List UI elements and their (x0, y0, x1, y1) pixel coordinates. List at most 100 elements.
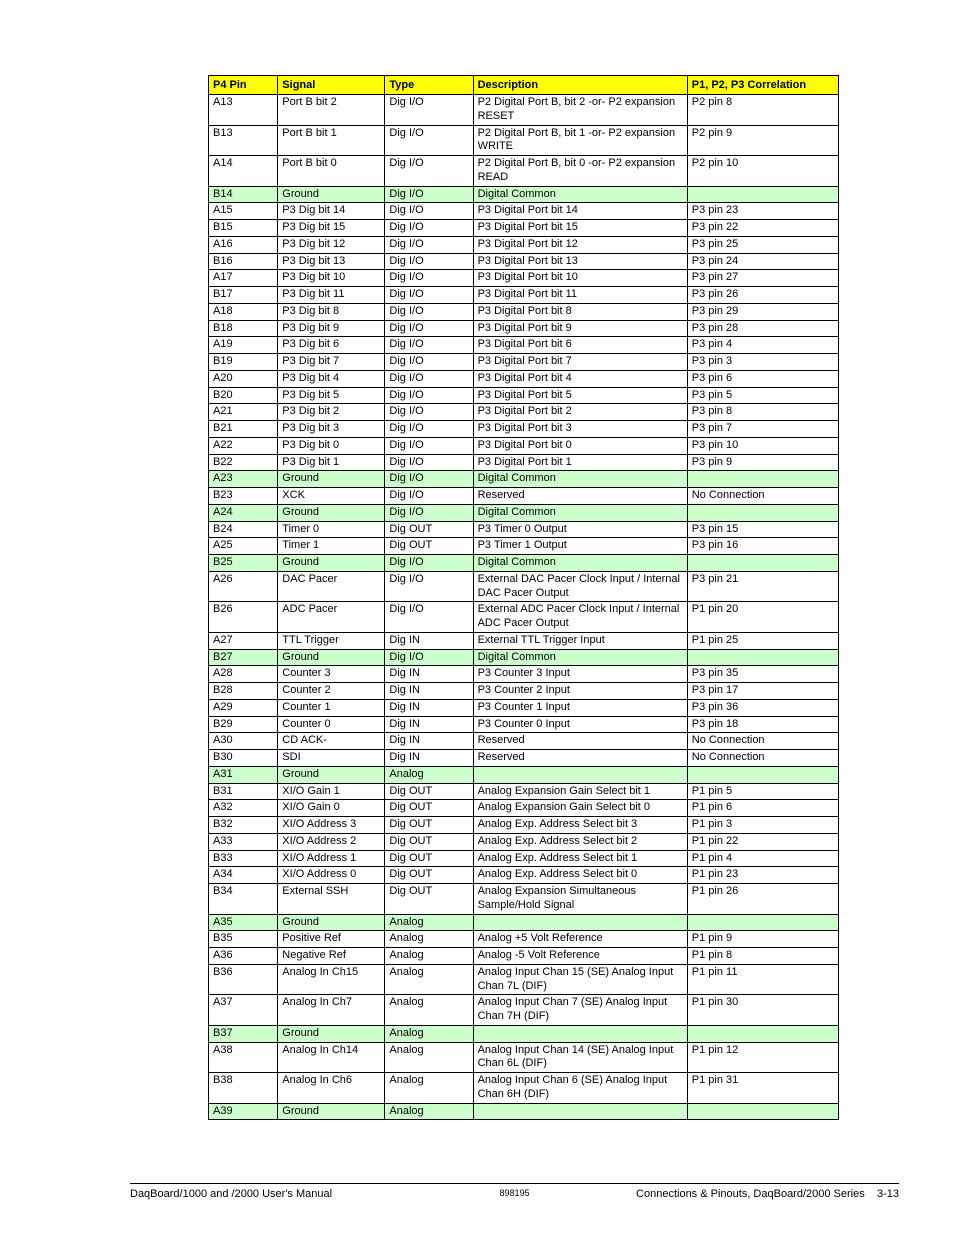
table-cell: B25 (209, 555, 278, 572)
table-cell: B36 (209, 964, 278, 995)
table-cell: P3 Dig bit 10 (278, 270, 385, 287)
table-cell: Analog (385, 914, 473, 931)
table-cell: P3 Dig bit 0 (278, 437, 385, 454)
table-row: B14GroundDig I/ODigital Common (209, 186, 839, 203)
table-row: A29Counter 1Dig INP3 Counter 1 InputP3 p… (209, 699, 839, 716)
table-cell: A15 (209, 203, 278, 220)
table-cell: P3 pin 18 (687, 716, 838, 733)
table-cell: P3 Digital Port bit 6 (473, 337, 687, 354)
table-cell: Dig I/O (385, 337, 473, 354)
table-cell: B30 (209, 750, 278, 767)
table-cell: P1 pin 30 (687, 995, 838, 1026)
table-cell: P1 pin 8 (687, 948, 838, 965)
table-cell: P1 pin 11 (687, 964, 838, 995)
table-cell: P3 Digital Port bit 13 (473, 253, 687, 270)
table-row: A23GroundDig I/ODigital Common (209, 471, 839, 488)
table-cell: P3 pin 24 (687, 253, 838, 270)
table-cell: B35 (209, 931, 278, 948)
table-cell: Dig IN (385, 683, 473, 700)
table-cell: Dig I/O (385, 649, 473, 666)
table-cell: Dig I/O (385, 270, 473, 287)
table-cell: P3 Dig bit 5 (278, 387, 385, 404)
table-cell: Analog In Ch6 (278, 1073, 385, 1104)
table-row: A15P3 Dig bit 14Dig I/OP3 Digital Port b… (209, 203, 839, 220)
table-cell: B20 (209, 387, 278, 404)
table-cell: Analog Input Chan 7 (SE) Analog Input Ch… (473, 995, 687, 1026)
table-row: B33XI/O Address 1Dig OUTAnalog Exp. Addr… (209, 850, 839, 867)
table-cell: Timer 1 (278, 538, 385, 555)
table-cell: Analog Expansion Simultaneous Sample/Hol… (473, 884, 687, 915)
table-row: A25Timer 1Dig OUTP3 Timer 1 OutputP3 pin… (209, 538, 839, 555)
table-cell: Dig OUT (385, 833, 473, 850)
table-cell: Dig IN (385, 632, 473, 649)
table-cell: B22 (209, 454, 278, 471)
table-cell: P3 Dig bit 1 (278, 454, 385, 471)
table-cell: SDI (278, 750, 385, 767)
table-cell: XI/O Gain 0 (278, 800, 385, 817)
table-cell: A30 (209, 733, 278, 750)
table-cell: P3 pin 22 (687, 220, 838, 237)
document-page: P4 Pin Signal Type Description P1, P2, P… (0, 0, 954, 1235)
table-row: B21P3 Dig bit 3Dig I/OP3 Digital Port bi… (209, 421, 839, 438)
table-cell: A25 (209, 538, 278, 555)
table-cell: A39 (209, 1103, 278, 1120)
table-cell: B15 (209, 220, 278, 237)
table-cell: P3 Timer 1 Output (473, 538, 687, 555)
table-cell: Counter 3 (278, 666, 385, 683)
table-cell: CD ACK- (278, 733, 385, 750)
table-cell: B29 (209, 716, 278, 733)
table-cell: Ground (278, 186, 385, 203)
table-cell: B21 (209, 421, 278, 438)
table-cell: A33 (209, 833, 278, 850)
table-cell: P3 Dig bit 7 (278, 354, 385, 371)
table-cell: No Connection (687, 488, 838, 505)
table-cell: Ground (278, 471, 385, 488)
table-cell: Port B bit 0 (278, 156, 385, 187)
table-cell: XI/O Address 1 (278, 850, 385, 867)
table-cell: B26 (209, 602, 278, 633)
table-cell: Analog Input Chan 6 (SE) Analog Input Ch… (473, 1073, 687, 1104)
table-cell: Dig I/O (385, 186, 473, 203)
table-cell: A26 (209, 571, 278, 602)
table-cell: Dig I/O (385, 387, 473, 404)
table-cell: B31 (209, 783, 278, 800)
table-cell: Digital Common (473, 471, 687, 488)
table-cell: P3 Digital Port bit 7 (473, 354, 687, 371)
table-cell: B13 (209, 125, 278, 156)
table-cell: Port B bit 1 (278, 125, 385, 156)
table-cell: A34 (209, 867, 278, 884)
table-row: B27GroundDig I/ODigital Common (209, 649, 839, 666)
table-row: A14Port B bit 0Dig I/OP2 Digital Port B,… (209, 156, 839, 187)
table-cell: Analog Expansion Gain Select bit 1 (473, 783, 687, 800)
table-cell: P3 pin 25 (687, 236, 838, 253)
table-cell: Dig I/O (385, 236, 473, 253)
table-cell (687, 471, 838, 488)
table-cell: P3 pin 35 (687, 666, 838, 683)
table-cell: P3 Dig bit 13 (278, 253, 385, 270)
table-cell: A37 (209, 995, 278, 1026)
table-cell: P3 Digital Port bit 8 (473, 303, 687, 320)
footer-right: Connections & Pinouts, DaqBoard/2000 Ser… (636, 1188, 899, 1200)
table-cell: Counter 1 (278, 699, 385, 716)
footer-left: DaqBoard/1000 and /2000 User's Manual (130, 1188, 332, 1200)
table-cell: Dig I/O (385, 156, 473, 187)
table-cell: Ground (278, 555, 385, 572)
table-cell (687, 186, 838, 203)
table-cell: A22 (209, 437, 278, 454)
table-cell: P3 pin 15 (687, 521, 838, 538)
table-cell: A17 (209, 270, 278, 287)
table-cell: Analog (385, 1103, 473, 1120)
table-cell: Ground (278, 1025, 385, 1042)
table-cell: A31 (209, 766, 278, 783)
table-cell: Dig IN (385, 733, 473, 750)
table-cell: Dig I/O (385, 320, 473, 337)
table-cell: Timer 0 (278, 521, 385, 538)
table-cell: P2 Digital Port B, bit 2 -or- P2 expansi… (473, 95, 687, 126)
table-cell: B17 (209, 287, 278, 304)
table-cell: Dig I/O (385, 95, 473, 126)
table-cell: Dig I/O (385, 287, 473, 304)
table-cell: Dig OUT (385, 783, 473, 800)
table-row: B26ADC PacerDig I/OExternal ADC Pacer Cl… (209, 602, 839, 633)
table-cell: Analog Exp. Address Select bit 2 (473, 833, 687, 850)
table-cell: External SSH (278, 884, 385, 915)
